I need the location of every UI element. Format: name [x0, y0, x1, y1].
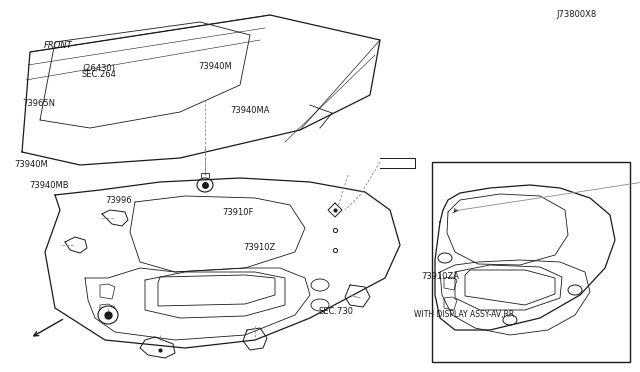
- Text: 73910Z: 73910Z: [243, 243, 275, 252]
- Text: SEC.264: SEC.264: [82, 70, 116, 79]
- Text: WITH DISPLAY ASSY-AV,RR: WITH DISPLAY ASSY-AV,RR: [414, 310, 515, 319]
- FancyBboxPatch shape: [432, 162, 630, 362]
- Ellipse shape: [98, 306, 118, 324]
- Text: 73940M: 73940M: [14, 160, 48, 169]
- Text: (26430): (26430): [82, 64, 115, 73]
- Text: SEC.730: SEC.730: [319, 307, 354, 316]
- Text: 73940MB: 73940MB: [29, 182, 68, 190]
- Text: 73965N: 73965N: [22, 99, 56, 108]
- Text: 73910F: 73910F: [223, 208, 254, 217]
- Text: 73940MA: 73940MA: [230, 106, 270, 115]
- Text: 73996: 73996: [106, 196, 132, 205]
- Text: J73800X8: J73800X8: [557, 10, 597, 19]
- Text: 73910ZA: 73910ZA: [421, 272, 459, 280]
- Ellipse shape: [197, 178, 213, 192]
- Text: 73940M: 73940M: [198, 62, 232, 71]
- Text: FRONT: FRONT: [44, 41, 72, 50]
